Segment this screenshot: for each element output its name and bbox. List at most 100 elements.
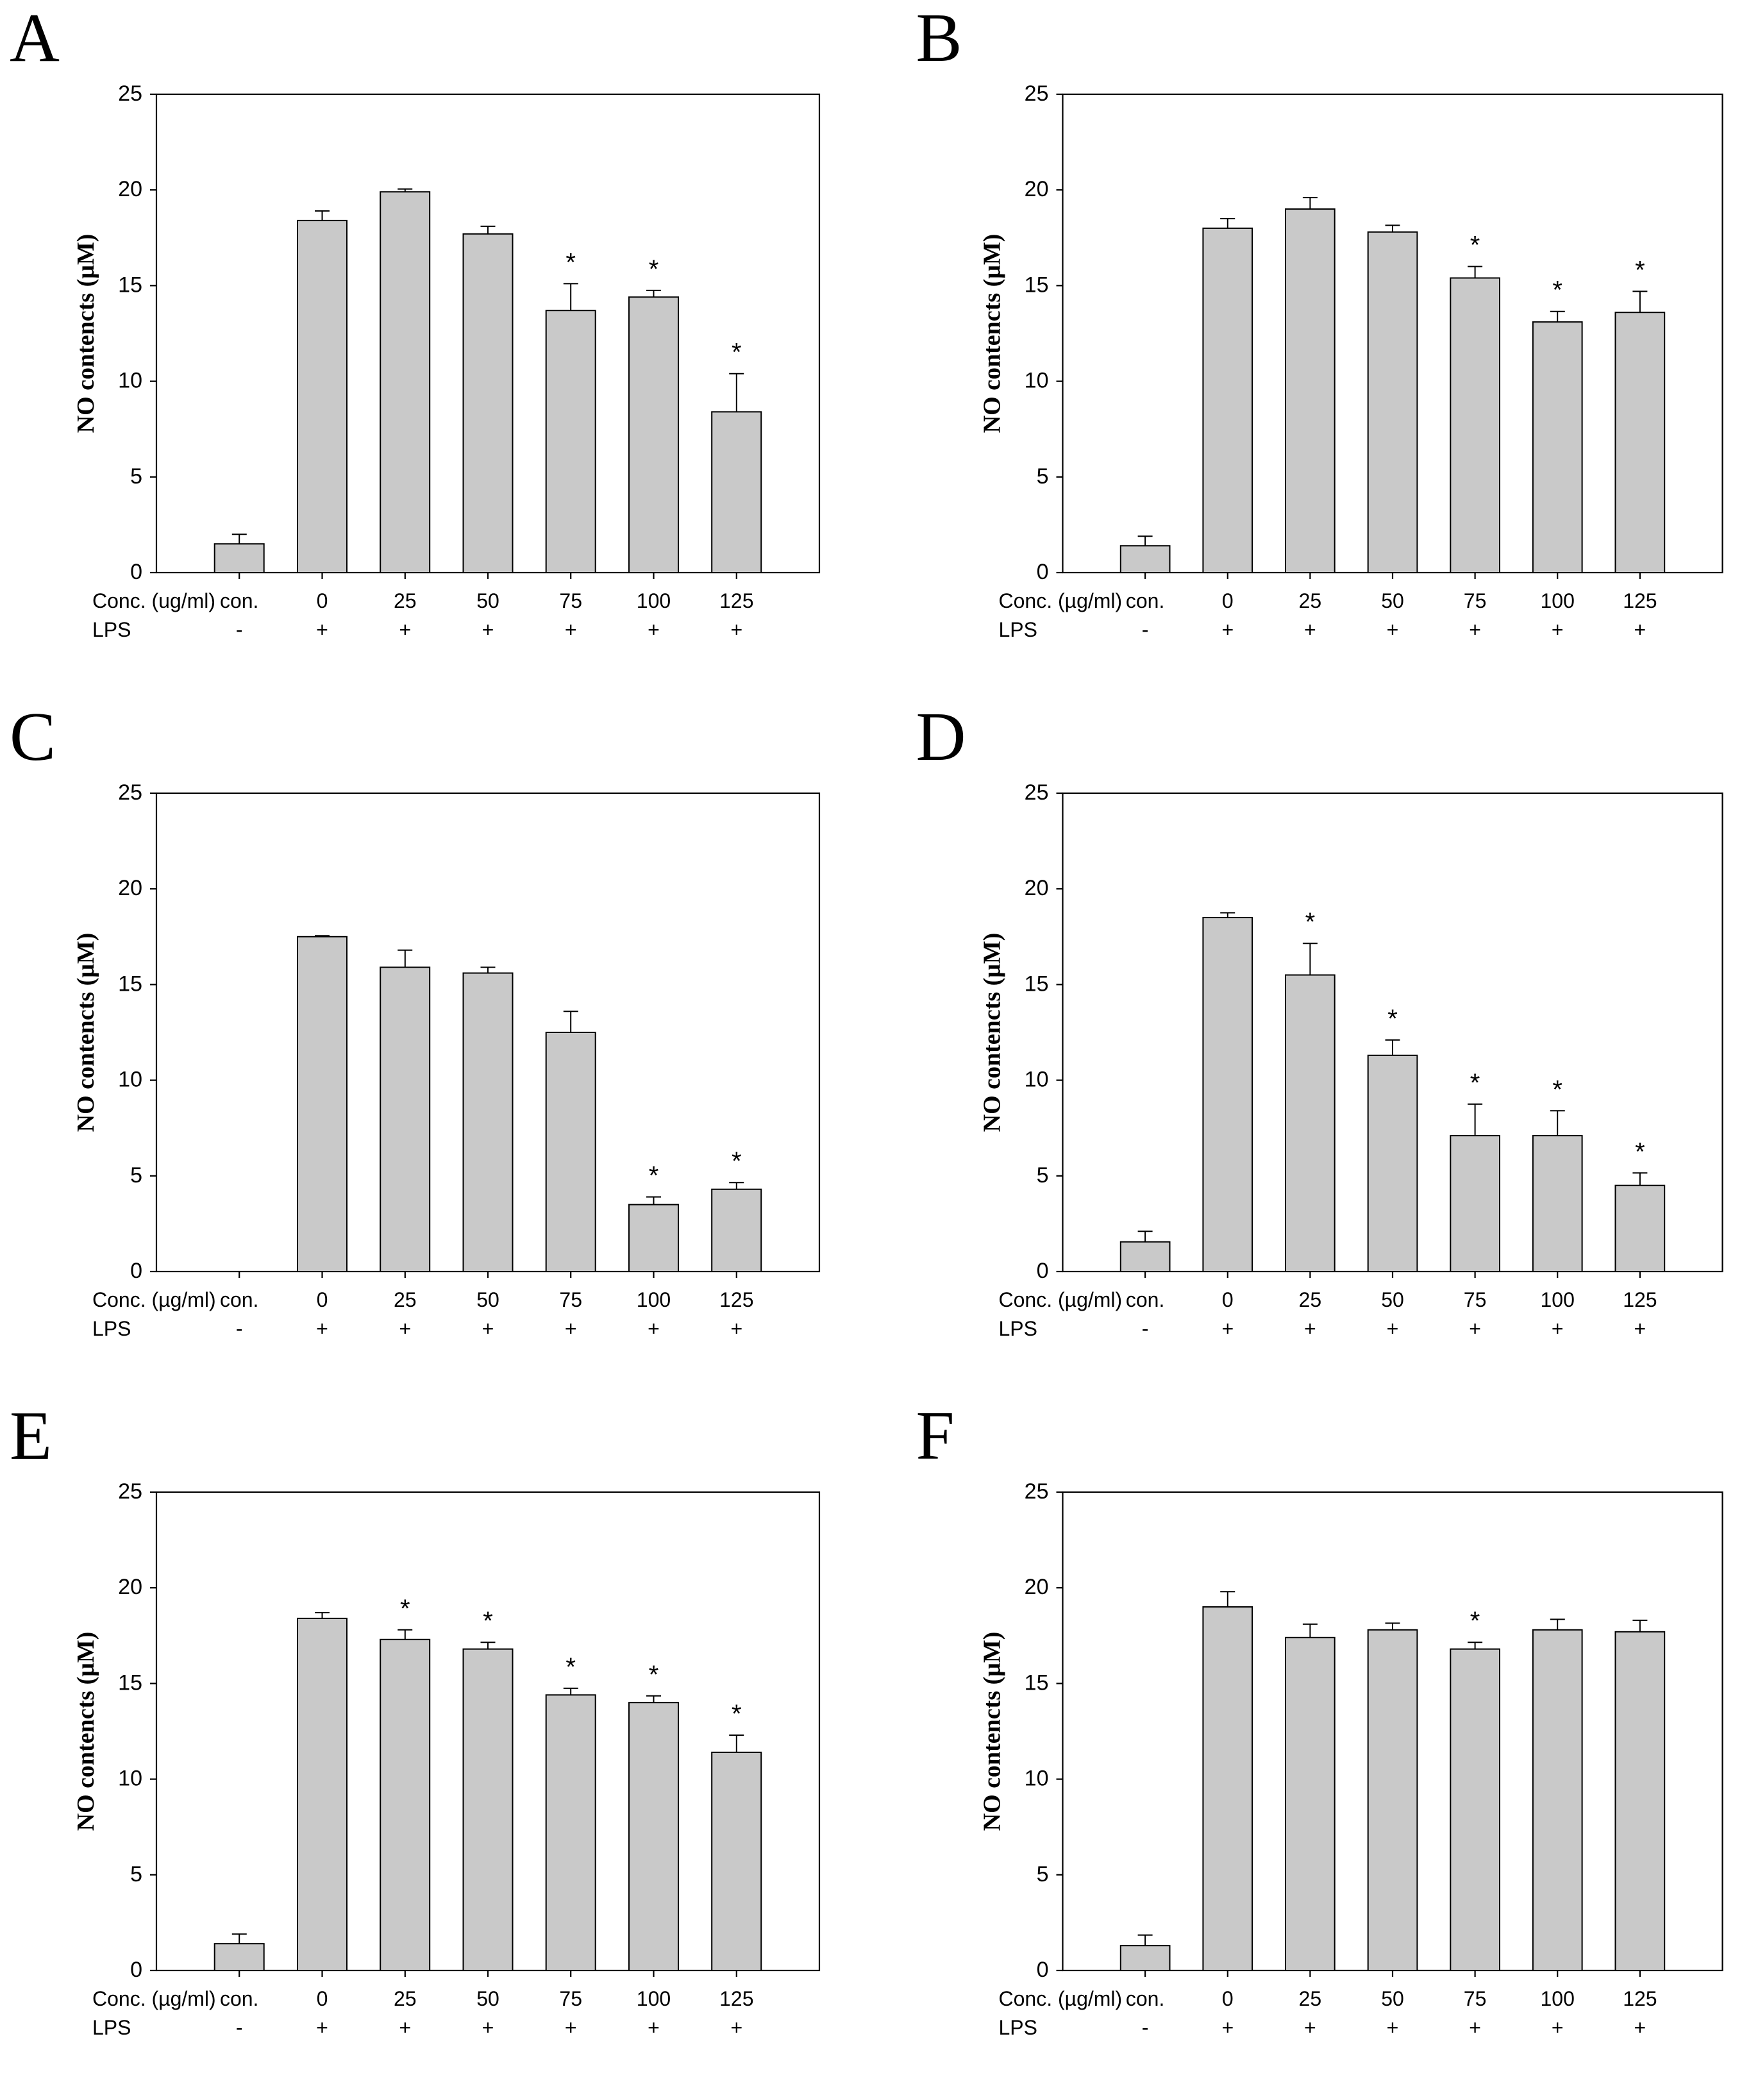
svg-text:75: 75 xyxy=(1463,1288,1486,1311)
svg-text:20: 20 xyxy=(118,876,142,900)
svg-text:*: * xyxy=(649,1661,659,1689)
svg-text:0: 0 xyxy=(1036,1958,1048,1982)
svg-text:+: + xyxy=(1386,2016,1398,2039)
svg-text:+: + xyxy=(730,618,742,641)
svg-text:*: * xyxy=(649,255,659,283)
svg-text:20: 20 xyxy=(1024,876,1048,900)
svg-text:+: + xyxy=(1386,618,1398,641)
svg-text:+: + xyxy=(316,618,328,641)
svg-text:con.: con. xyxy=(1125,1288,1164,1311)
svg-text:15: 15 xyxy=(118,971,142,996)
svg-text:*: * xyxy=(1470,231,1480,260)
svg-text:NO contencts (μM): NO contencts (μM) xyxy=(978,234,1005,433)
svg-text:0: 0 xyxy=(130,1958,142,1982)
svg-text:-: - xyxy=(236,618,243,641)
svg-text:25: 25 xyxy=(118,1479,142,1504)
svg-text:25: 25 xyxy=(1024,81,1048,106)
svg-text:75: 75 xyxy=(559,1987,582,2010)
svg-text:Conc. (µg/ml): Conc. (µg/ml) xyxy=(92,1987,216,2010)
svg-text:*: * xyxy=(565,1653,576,1681)
svg-text:LPS: LPS xyxy=(92,2016,131,2039)
svg-text:*: * xyxy=(732,1147,742,1175)
svg-text:LPS: LPS xyxy=(998,1317,1037,1340)
svg-text:D: D xyxy=(916,699,966,775)
svg-text:-: - xyxy=(1141,618,1148,641)
svg-text:+: + xyxy=(648,2016,660,2039)
svg-text:0: 0 xyxy=(1221,1288,1233,1311)
svg-text:0: 0 xyxy=(317,1987,328,2010)
svg-text:0: 0 xyxy=(130,1259,142,1283)
svg-text:+: + xyxy=(1469,2016,1481,2039)
svg-text:*: * xyxy=(1635,256,1645,284)
svg-text:25: 25 xyxy=(394,1987,417,2010)
svg-text:*: * xyxy=(649,1162,659,1190)
svg-text:+: + xyxy=(1221,2016,1234,2039)
svg-text:*: * xyxy=(1552,1075,1562,1104)
svg-text:+: + xyxy=(1551,618,1563,641)
svg-text:+: + xyxy=(1469,618,1481,641)
svg-text:LPS: LPS xyxy=(92,618,131,641)
svg-text:5: 5 xyxy=(130,1862,142,1886)
svg-text:100: 100 xyxy=(637,1288,671,1311)
svg-text:20: 20 xyxy=(118,1575,142,1599)
svg-text:*: * xyxy=(565,248,576,276)
svg-text:+: + xyxy=(1469,1317,1481,1340)
svg-text:*: * xyxy=(1470,1607,1480,1635)
svg-text:0: 0 xyxy=(1221,1987,1233,2010)
svg-text:5: 5 xyxy=(1036,1862,1048,1886)
svg-text:100: 100 xyxy=(1540,1288,1574,1311)
svg-text:0: 0 xyxy=(1036,560,1048,584)
svg-text:+: + xyxy=(1304,1317,1316,1340)
svg-text:15: 15 xyxy=(1024,971,1048,996)
svg-text:0: 0 xyxy=(1036,1259,1048,1283)
svg-text:*: * xyxy=(1305,908,1315,936)
svg-text:*: * xyxy=(400,1595,410,1623)
svg-text:+: + xyxy=(399,618,411,641)
svg-text:5: 5 xyxy=(1036,1163,1048,1188)
svg-text:-: - xyxy=(236,2016,243,2039)
svg-text:+: + xyxy=(316,1317,328,1340)
svg-text:5: 5 xyxy=(1036,464,1048,489)
svg-text:+: + xyxy=(482,2016,494,2039)
svg-text:con.: con. xyxy=(1125,589,1164,612)
svg-text:*: * xyxy=(1387,1005,1398,1033)
svg-text:B: B xyxy=(916,0,962,76)
svg-text:20: 20 xyxy=(1024,1575,1048,1599)
svg-text:NO contencts (μM): NO contencts (μM) xyxy=(978,1632,1005,1831)
svg-text:+: + xyxy=(648,1317,660,1340)
svg-text:0: 0 xyxy=(130,560,142,584)
svg-text:15: 15 xyxy=(118,273,142,297)
svg-text:+: + xyxy=(565,618,577,641)
svg-text:-: - xyxy=(236,1317,243,1340)
svg-text:10: 10 xyxy=(118,1767,142,1791)
svg-text:*: * xyxy=(1635,1138,1645,1166)
svg-text:50: 50 xyxy=(1381,589,1404,612)
svg-text:15: 15 xyxy=(1024,273,1048,297)
svg-text:100: 100 xyxy=(637,1987,671,2010)
svg-text:-: - xyxy=(1141,1317,1148,1340)
svg-text:10: 10 xyxy=(1024,369,1048,393)
svg-text:0: 0 xyxy=(1221,589,1233,612)
svg-text:75: 75 xyxy=(559,589,582,612)
svg-text:NO contencts (μM): NO contencts (μM) xyxy=(72,234,99,433)
svg-text:5: 5 xyxy=(130,1163,142,1188)
svg-text:+: + xyxy=(1304,618,1316,641)
svg-text:25: 25 xyxy=(394,589,417,612)
svg-text:*: * xyxy=(732,339,742,367)
svg-text:75: 75 xyxy=(1463,589,1486,612)
svg-text:15: 15 xyxy=(118,1670,142,1695)
svg-text:+: + xyxy=(730,2016,742,2039)
svg-text:50: 50 xyxy=(476,1987,499,2010)
svg-text:75: 75 xyxy=(1463,1987,1486,2010)
svg-text:*: * xyxy=(1470,1069,1480,1097)
svg-text:*: * xyxy=(1552,276,1562,305)
svg-text:+: + xyxy=(1386,1317,1398,1340)
svg-text:E: E xyxy=(10,1398,52,1474)
svg-text:+: + xyxy=(730,1317,742,1340)
svg-text:+: + xyxy=(1634,2016,1646,2039)
svg-text:Conc. (µg/ml): Conc. (µg/ml) xyxy=(92,1288,216,1311)
svg-text:0: 0 xyxy=(317,1288,328,1311)
svg-text:20: 20 xyxy=(1024,177,1048,201)
svg-text:+: + xyxy=(1221,618,1234,641)
svg-text:125: 125 xyxy=(719,1288,753,1311)
